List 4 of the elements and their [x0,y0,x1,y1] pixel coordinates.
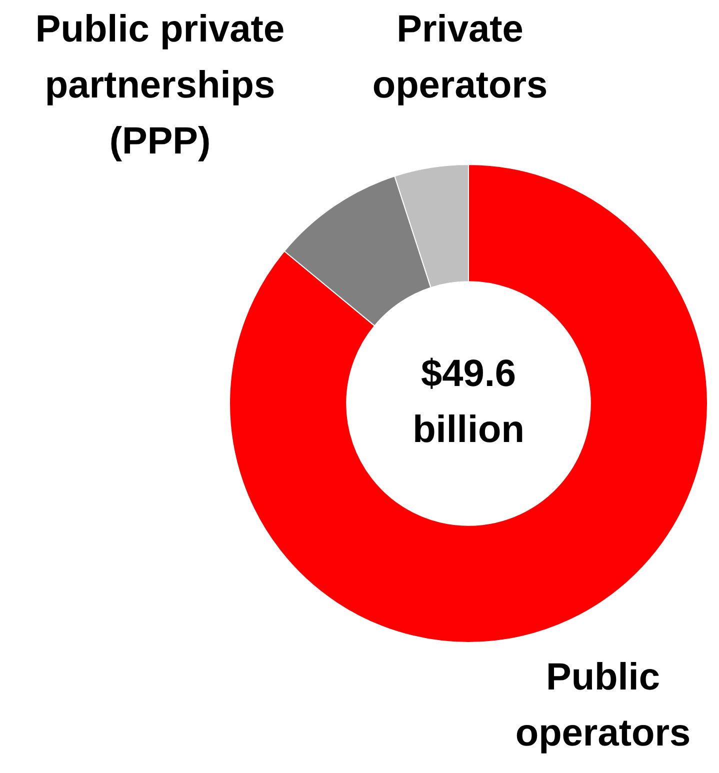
slice-label: Private operators [372,8,548,106]
slice-label: Public private partnerships (PPP) [35,8,285,162]
slice-label: Public operators [515,656,691,754]
text: $49.6 billion [412,352,524,451]
